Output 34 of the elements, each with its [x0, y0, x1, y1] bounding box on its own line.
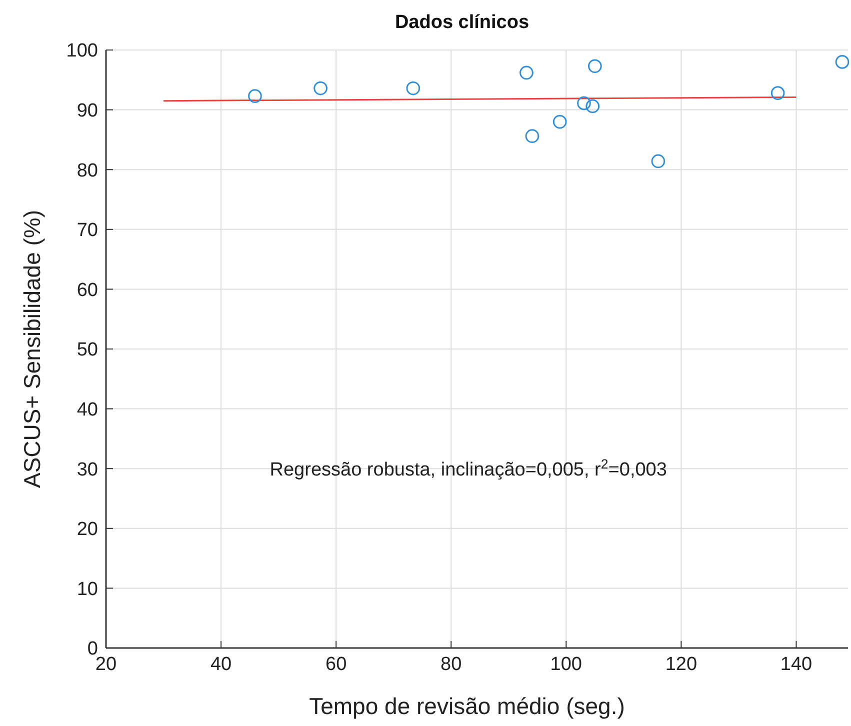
y-tick-label: 100 [66, 40, 98, 62]
y-tick-label: 40 [76, 399, 98, 420]
point [770, 86, 785, 100]
y-tick-label: 30 [76, 459, 98, 480]
y-tick-label: 90 [76, 100, 98, 122]
point [552, 114, 567, 129]
y-tick-label: 50 [76, 340, 98, 361]
point [651, 154, 666, 168]
point [248, 89, 262, 103]
x-tick-label: 140 [780, 654, 812, 675]
y-tick-label: 0 [87, 638, 98, 660]
point [520, 66, 534, 80]
x-tick-label: 40 [210, 654, 232, 675]
x-tick-label: 100 [550, 654, 582, 675]
x-tick-label: 20 [95, 654, 117, 675]
y-tick-label: 20 [76, 519, 98, 540]
point [525, 129, 540, 144]
point [577, 96, 591, 110]
x-tick-label: 60 [326, 654, 347, 675]
chart-title: Dados clínicos [394, 12, 530, 33]
point [406, 81, 420, 96]
point [314, 81, 328, 96]
y-tick-label: 10 [76, 578, 98, 600]
x-tick-label: 120 [665, 654, 698, 675]
y-tick-label: 70 [76, 220, 98, 242]
annotation: Regressão robusta, inclinação=0,005, r$^{2}$=0,003 [270, 456, 667, 480]
point [835, 55, 850, 69]
point [588, 59, 602, 74]
y-tick-label: 80 [76, 160, 98, 182]
y-tick-label: 60 [76, 280, 98, 301]
x-axis-title: Tempo de revisão médio (seg.) [309, 693, 625, 719]
y-axis-title: ASCUS+ Sensibilidade (%) [19, 210, 45, 488]
point [586, 99, 600, 114]
x-tick-label: 80 [440, 654, 462, 675]
